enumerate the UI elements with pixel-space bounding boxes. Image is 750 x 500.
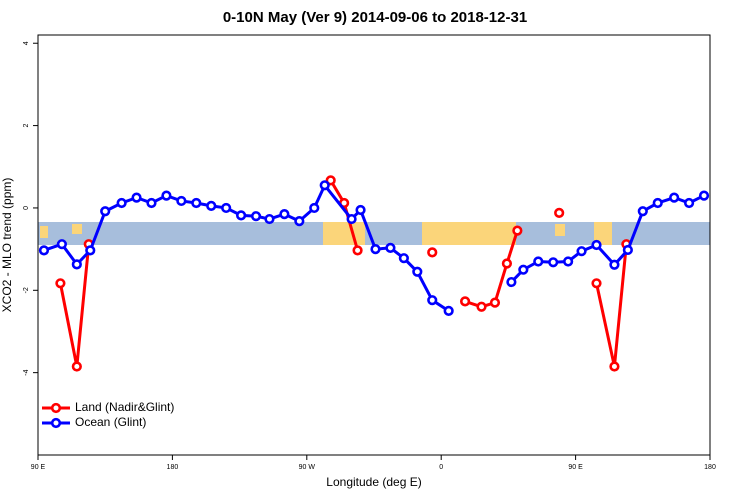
- data-point: [427, 247, 438, 258]
- legend-marker: [50, 417, 62, 429]
- y-tick-label: 4: [23, 41, 30, 45]
- data-point: [591, 239, 602, 251]
- land-patch: [422, 222, 516, 245]
- data-point: [131, 192, 142, 203]
- data-point: [669, 192, 680, 203]
- data-point: [533, 256, 544, 267]
- x-tick-label: 180: [704, 464, 716, 471]
- data-point: [100, 206, 111, 217]
- data-point: [683, 197, 695, 209]
- data-point: [609, 259, 620, 270]
- y-axis-label: XCO2 - MLO trend (ppm): [0, 178, 14, 313]
- data-point: [412, 266, 423, 277]
- x-tick-label: 90 E: [568, 464, 583, 471]
- legend: Land (Nadir&Glint)Ocean (Glint): [42, 400, 174, 429]
- data-point: [518, 264, 529, 275]
- data-point: [637, 206, 648, 217]
- x-tick-label: 90 E: [31, 464, 46, 471]
- data-point: [279, 209, 290, 220]
- data-point: [554, 207, 565, 218]
- data-point: [591, 278, 602, 289]
- series-line: [43, 182, 450, 313]
- data-point: [548, 257, 559, 268]
- land-patch: [594, 222, 612, 245]
- data-point: [398, 253, 409, 264]
- data-point: [71, 361, 82, 372]
- data-point: [385, 242, 396, 253]
- data-point: [459, 296, 471, 307]
- data-point: [221, 202, 232, 214]
- data-point: [85, 245, 96, 256]
- y-tick-label: -2: [23, 287, 30, 293]
- data-point: [506, 276, 517, 288]
- data-point: [370, 244, 381, 255]
- data-point: [609, 361, 620, 372]
- y-tick-label: 2: [23, 124, 30, 128]
- data-point: [698, 190, 710, 201]
- map-band: [38, 222, 710, 245]
- data-point: [206, 200, 217, 211]
- data-point: [116, 197, 127, 209]
- data-point: [56, 239, 67, 250]
- plot-frame: [37, 34, 711, 456]
- data-point: [501, 258, 513, 269]
- y-tick-label: -4: [23, 369, 30, 375]
- data-point: [443, 305, 454, 316]
- data-point: [346, 213, 357, 225]
- legend-label: Ocean (Glint): [75, 415, 146, 429]
- data-point: [512, 225, 523, 236]
- ocean-band: [38, 222, 710, 245]
- data-point: [576, 246, 587, 257]
- legend-label: Land (Nadir&Glint): [75, 400, 174, 414]
- data-point: [71, 259, 82, 270]
- data-point: [264, 213, 275, 225]
- land-patch: [72, 224, 82, 234]
- data-point: [146, 197, 157, 209]
- data-point: [191, 197, 202, 209]
- data-point: [652, 197, 663, 209]
- land-patch: [323, 222, 365, 245]
- data-point: [352, 245, 363, 256]
- data-point: [250, 211, 262, 222]
- legend-marker: [50, 402, 62, 414]
- x-tick-label: 0: [439, 464, 443, 471]
- data-point: [319, 180, 330, 191]
- chart-title: 0-10N May (Ver 9) 2014-09-06 to 2018-12-…: [223, 9, 527, 26]
- data-point: [355, 204, 366, 216]
- data-point: [427, 295, 438, 306]
- data-point: [38, 245, 50, 256]
- land-patch: [555, 224, 565, 236]
- data-point: [161, 190, 172, 201]
- data-point: [55, 278, 66, 289]
- data-point: [294, 216, 305, 227]
- data-point: [176, 195, 187, 207]
- y-tick-label: 0: [23, 206, 30, 210]
- data-point: [563, 256, 574, 267]
- data-point: [235, 210, 247, 221]
- x-tick-label: 90 W: [299, 464, 316, 471]
- data-point: [476, 301, 487, 312]
- x-axis-label: Longitude (deg E): [326, 475, 421, 489]
- land-patch: [40, 226, 48, 238]
- data-point: [622, 244, 633, 256]
- data-point: [309, 202, 320, 214]
- x-tick-label: 180: [167, 464, 179, 471]
- data-point: [489, 297, 501, 308]
